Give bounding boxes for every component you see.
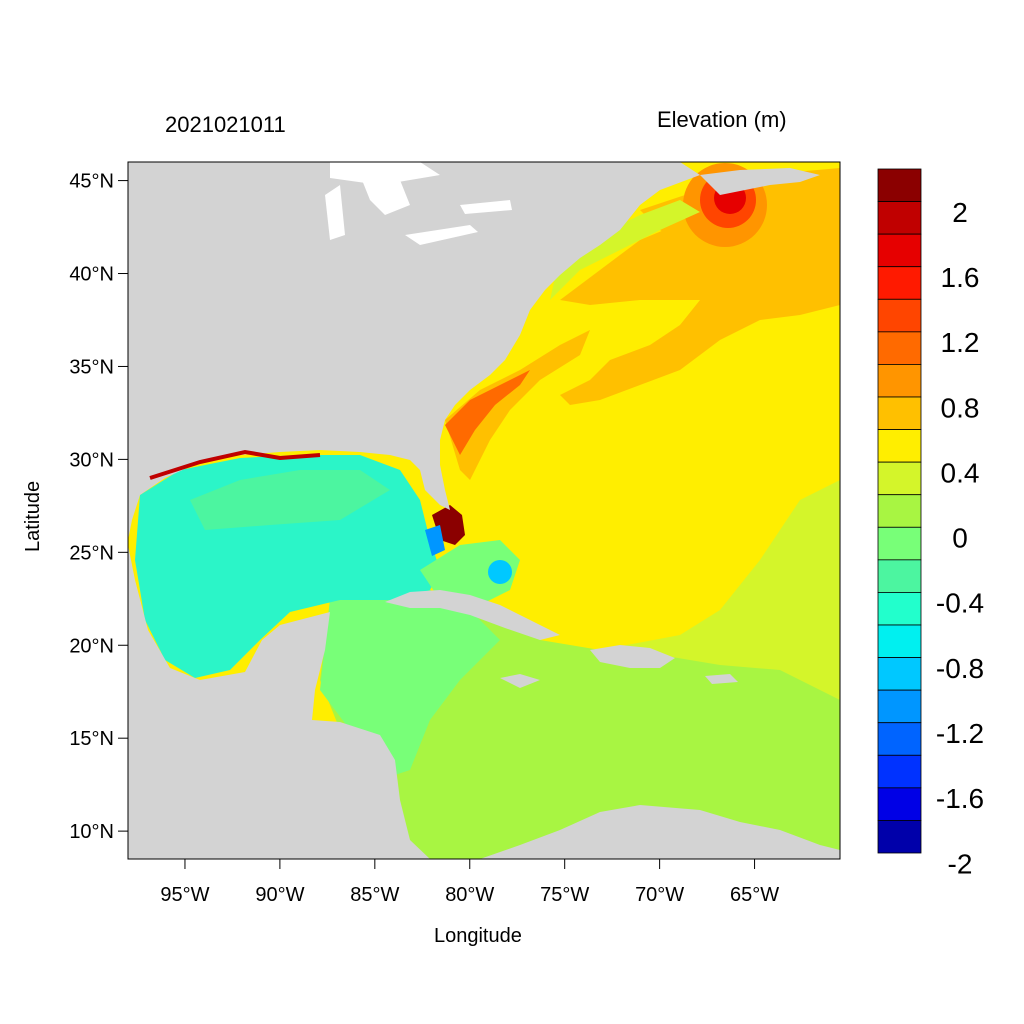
great-lakes [325, 162, 512, 245]
lon-tick-label: 65°W [730, 884, 779, 906]
lon-tick-label: 90°W [255, 884, 304, 906]
timestamp-label: 2021021011 [165, 112, 286, 137]
colorbar-swatch [877, 331, 922, 365]
variable-title: Elevation (m) [657, 107, 787, 132]
colorbar-label: -0.8 [936, 653, 984, 684]
atlantic-southeast-zone [560, 480, 840, 700]
hispaniola-land [590, 645, 675, 668]
colorbar-swatch [877, 364, 922, 398]
colorbar-label: 1.6 [941, 262, 980, 293]
lat-tick-label: 30°N [69, 449, 114, 471]
colorbar-swatch [877, 168, 922, 202]
colorbar-label: -1.2 [936, 718, 984, 749]
colorbar-swatch [877, 592, 922, 626]
colorbar-label: 0.4 [941, 457, 980, 488]
colorbar-swatch [877, 526, 922, 561]
north-america-land [128, 162, 700, 540]
colorbar-swatch [877, 722, 922, 756]
colorbar-swatch [877, 787, 922, 821]
colorbar-swatch [877, 754, 922, 789]
lake-huron [360, 175, 410, 215]
lon-tick-label: 80°W [445, 884, 494, 906]
colorbar-swatch [877, 201, 922, 235]
colorbar-label: -1.6 [936, 783, 984, 814]
lat-tick-label: 45°N [69, 171, 114, 193]
lat-tick-label: 35°N [69, 356, 114, 378]
lake-ontario [460, 200, 512, 214]
south-america-land [480, 805, 840, 859]
lat-tick-label: 15°N [69, 728, 114, 750]
cuba-land [385, 590, 560, 640]
longitude-ticks: 95°W 90°W 85°W 80°W 75°W 70°W 65°W [160, 859, 779, 906]
colorbar-swatch [877, 233, 922, 268]
colorbar-label: 2 [952, 197, 968, 228]
lat-tick-label: 25°N [69, 542, 114, 564]
gulf-coast-surge-fringe [149, 449, 321, 480]
maritimes-land [700, 168, 820, 195]
bahamas-low [488, 560, 512, 584]
lon-tick-label: 70°W [635, 884, 684, 906]
colorbar-swatch [877, 624, 922, 658]
jamaica-land [500, 674, 540, 688]
puerto-rico-land [705, 674, 738, 684]
colorbar-label: -0.4 [936, 588, 984, 619]
colorbar-label: 1.2 [941, 327, 980, 358]
map-frame [127, 161, 841, 860]
colorbar-swatch [877, 494, 922, 528]
northeast-coastal-band [550, 200, 700, 300]
lat-tick-label: 40°N [69, 264, 114, 286]
colorbar-swatch [877, 266, 922, 300]
carolina-surge [445, 330, 590, 480]
colorbar-swatch [877, 657, 922, 691]
gulf-inner-shade [190, 470, 390, 530]
colorbar-label: -2 [948, 848, 973, 879]
colorbar-swatch [877, 298, 922, 333]
colorbar: 2 1.6 1.2 0.8 0.4 0 -0.4 -0.8 -1.2 -1.6 -2 [877, 168, 984, 879]
lon-tick-label: 95°W [160, 884, 209, 906]
colorbar-label: 0.8 [941, 392, 980, 423]
lon-tick-label: 75°W [540, 884, 589, 906]
lake-michigan [325, 185, 345, 240]
colorbar-swatch [877, 429, 922, 463]
land-masses [128, 162, 840, 859]
lake-erie [405, 225, 478, 245]
colorbar-swatch [877, 820, 922, 854]
lake-superior [330, 162, 440, 185]
latitude-ticks: 45°N 40°N 35°N 30°N 25°N 20°N 15°N 10°N [69, 171, 128, 843]
central-america-land [128, 545, 430, 859]
colorbar-swatch [877, 689, 922, 724]
colorbar-swatch [877, 396, 922, 430]
florida-straits [420, 540, 520, 605]
map-panel [128, 162, 840, 859]
lon-tick-label: 85°W [350, 884, 399, 906]
carolina-surge-core [445, 370, 530, 455]
lat-tick-label: 10°N [69, 821, 114, 843]
lat-tick-label: 20°N [69, 635, 114, 657]
x-axis-label: Longitude [434, 925, 522, 947]
colorbar-swatch [877, 461, 922, 496]
west-florida-low [425, 525, 445, 556]
colorbar-swatch [877, 559, 922, 593]
colorbar-label: 0 [952, 523, 968, 554]
